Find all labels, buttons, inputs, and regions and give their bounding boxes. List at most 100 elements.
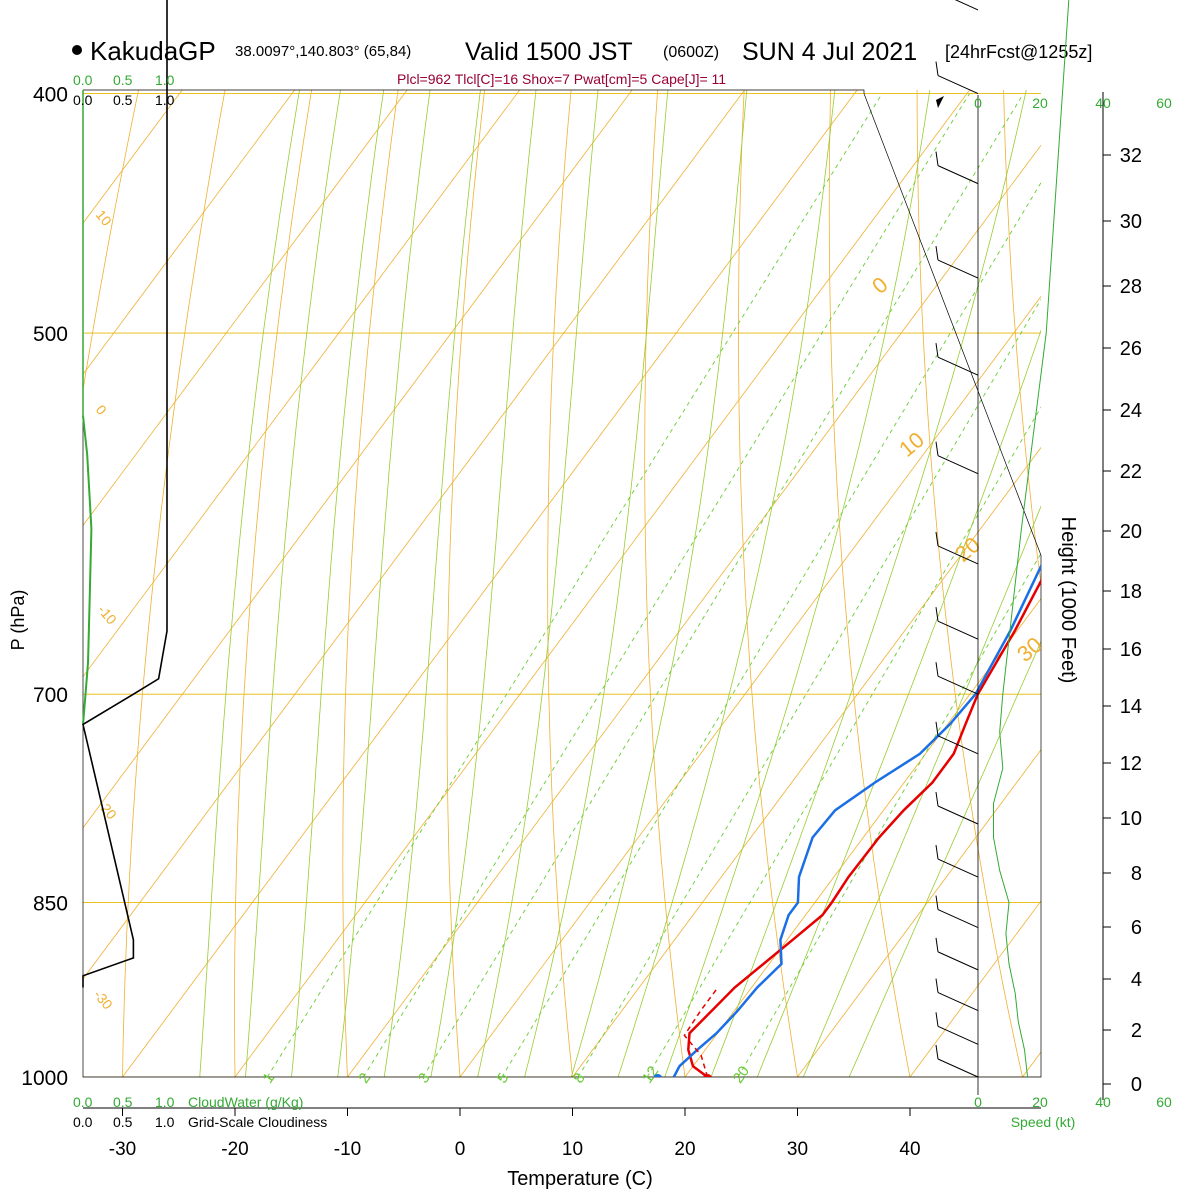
isotherm-line xyxy=(122,90,858,1077)
cloud-water-label: CloudWater (g/Kg) xyxy=(188,1094,303,1110)
isotherm-line xyxy=(83,90,183,224)
height-tick-label: 6 xyxy=(1131,917,1142,939)
dry-adiabat-line xyxy=(83,90,139,393)
dry-adiabat-label: 30 xyxy=(1012,632,1047,667)
surface-dewpoint-marker xyxy=(653,1074,663,1077)
cloudiness-profile xyxy=(82,0,168,988)
height-tick-label: 32 xyxy=(1120,145,1142,167)
mixing-ratio-label: 2 xyxy=(355,1070,374,1087)
cloud-top-green-tick-1: 0.5 xyxy=(113,72,133,88)
moist-adiabat-line xyxy=(383,90,481,1077)
isotherm-line xyxy=(0,0,621,1077)
temperature-tick-label: 0 xyxy=(455,1139,466,1160)
cloud-top-black-tick-0: 0.0 xyxy=(73,92,93,108)
speed-top-tick-2: 40 xyxy=(1095,95,1111,111)
plot-border xyxy=(82,89,1042,1078)
cloud-top-green-tick-0: 0.0 xyxy=(73,72,93,88)
height-tick-label: 30 xyxy=(1120,211,1142,233)
height-tick-label: 10 xyxy=(1120,808,1142,830)
height-tick-label: 18 xyxy=(1120,581,1142,603)
height-tick-label: 26 xyxy=(1120,338,1142,360)
moist-adiabat-line xyxy=(337,90,431,1077)
isotherm-line xyxy=(83,90,521,678)
dry-adiabat-label: -10 xyxy=(95,602,120,628)
temperature-profile xyxy=(687,578,1041,1077)
isotherm-line xyxy=(909,900,1041,1077)
cloud-bottom-black-tick-2: 1.0 xyxy=(155,1114,175,1130)
mixing-ratio-label: 1 xyxy=(259,1070,278,1087)
moist-adiabat-line xyxy=(291,90,385,1077)
x-axis-title: Temperature (C) xyxy=(507,1168,653,1190)
wind-panel xyxy=(935,0,1070,1095)
dry-adiabat-line xyxy=(916,90,1023,1077)
cloud-top-green-tick-2: 1.0 xyxy=(155,72,175,88)
temperature-tick-label: 20 xyxy=(674,1139,695,1160)
speed-bottom-tick-2: 40 xyxy=(1095,1094,1111,1110)
y-axis-title: P (hPa) xyxy=(8,590,28,651)
wind-barb xyxy=(935,937,979,971)
moist-adiabat-line xyxy=(524,90,669,1077)
wind-speed-profile xyxy=(993,0,1070,1078)
dewpoint-profile xyxy=(672,563,1041,1077)
height-tick-label: 28 xyxy=(1120,276,1142,298)
cloudiness-label: Grid-Scale Cloudiness xyxy=(188,1114,327,1130)
isotherm-line xyxy=(459,295,1041,1077)
surface-temperature-marker xyxy=(702,1074,713,1077)
chart-frame xyxy=(82,89,1042,1078)
wind-barb xyxy=(935,895,979,928)
sounding-profiles xyxy=(653,563,1041,1077)
speed-axis-title: Speed (kt) xyxy=(1011,1114,1076,1130)
isotherm-line xyxy=(83,90,746,980)
speed-top-tick-0: 0 xyxy=(974,95,982,111)
height-tick-label: 12 xyxy=(1120,753,1142,775)
cloud-water-profile xyxy=(82,415,93,725)
isotherm-line xyxy=(797,749,1041,1077)
parcel-path xyxy=(683,987,719,1077)
wind-barb xyxy=(935,662,979,695)
station-marker-icon xyxy=(72,45,82,55)
cloud-bottom-black-tick-0: 0.0 xyxy=(73,1114,93,1130)
moist-adiabat-line xyxy=(245,90,341,1077)
dry-adiabat-label: 20 xyxy=(950,532,985,567)
temperature-tick-label: 30 xyxy=(787,1139,808,1160)
height-tick-label: 22 xyxy=(1120,461,1142,483)
wind-flag-icon xyxy=(936,96,944,108)
wind-barb xyxy=(935,607,979,640)
cloud-top-black-tick-1: 0.5 xyxy=(113,92,133,108)
isotherm-line xyxy=(0,0,508,1077)
dry-adiabat-line xyxy=(122,90,226,1077)
isotherm-line xyxy=(0,0,171,1077)
dry-adiabat-line xyxy=(738,90,798,1077)
pressure-tick-label: 400 xyxy=(33,84,68,107)
moist-adiabat-line xyxy=(848,640,1041,1077)
wind-barb xyxy=(935,1012,979,1045)
isotherm-line xyxy=(83,90,296,375)
isotherm-line xyxy=(83,90,408,527)
moist-adiabat-line xyxy=(664,90,931,1077)
height-axis-title: Height (1000 Feet) xyxy=(1057,517,1079,684)
mixing-ratio-label: 20 xyxy=(730,1063,753,1086)
wind-barb xyxy=(935,343,979,376)
height-tick-label: 16 xyxy=(1120,639,1142,661)
cloud-bottom-green-tick-1: 0.5 xyxy=(113,1094,133,1110)
height-tick-label: 0 xyxy=(1131,1074,1142,1096)
height-tick-label: 4 xyxy=(1131,969,1142,991)
moist-adiabat-line xyxy=(430,90,537,1077)
mixing-ratio-label: 12 xyxy=(639,1063,662,1086)
dry-adiabat-line xyxy=(446,90,486,1077)
height-tick-label: 20 xyxy=(1120,521,1142,543)
speed-top-tick-3: 60 xyxy=(1156,95,1172,111)
isotherm-line xyxy=(684,598,1041,1077)
dry-adiabat-line xyxy=(1085,0,1200,1129)
speed-bottom-tick-3: 60 xyxy=(1156,1094,1172,1110)
wind-barb xyxy=(954,0,979,11)
valid-zulu: (0600Z) xyxy=(663,44,719,61)
moist-adiabat-line xyxy=(570,90,748,1077)
height-tick-label: 24 xyxy=(1120,400,1142,422)
station-coords: 38.0097°,140.803° (65,84) xyxy=(235,43,411,60)
pressure-tick-label: 500 xyxy=(33,323,68,346)
mixing-ratio-line xyxy=(501,181,1041,1077)
temperature-tick-label: -30 xyxy=(109,1139,136,1160)
dry-adiabat-line xyxy=(547,90,573,1077)
valid-date: SUN 4 Jul 2021 xyxy=(742,38,917,66)
